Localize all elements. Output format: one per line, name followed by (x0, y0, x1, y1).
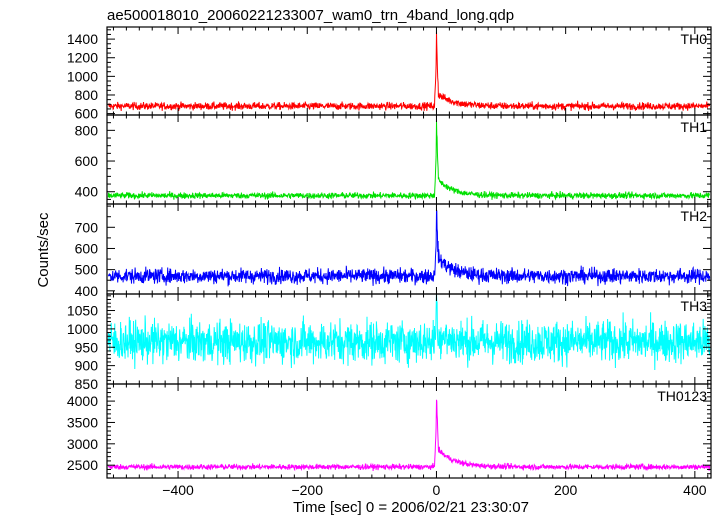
y-tick-label: 4000 (67, 393, 98, 409)
y-axis-label: Counts/sec (35, 212, 52, 288)
series-label-th3: TH3 (681, 298, 708, 314)
y-tick-label: 3500 (67, 414, 98, 430)
panel-th0123: 2500 3000 3500 4000 TH0123 (67, 383, 712, 479)
series-label-th1: TH1 (681, 119, 708, 135)
x-axis-label: Time [sec] 0 = 2006/02/21 23:30:07 (293, 499, 529, 516)
panel-th1: 400 600 800 TH1 (75, 114, 712, 205)
y-tick-label: 1000 (67, 68, 98, 84)
y-tick-label: 800 (75, 87, 99, 103)
series-label-th0: TH0 (681, 31, 708, 47)
x-tick-label: −400 (162, 482, 194, 498)
y-tick-label: 2500 (67, 457, 98, 473)
panel-th3: 850 900 950 1000 1050 TH3 (67, 293, 712, 392)
series-line-th2 (107, 208, 711, 287)
y-tick-label: 1400 (67, 31, 98, 47)
y-tick-label: 600 (75, 153, 99, 169)
y-tick-label: 800 (75, 122, 99, 138)
panel-th2: 400 500 600 700 TH2 (75, 203, 712, 299)
y-tick-label: 3000 (67, 436, 98, 452)
y-tick-label: 950 (75, 339, 99, 355)
panel-frame (106, 26, 712, 116)
x-tick-label: 0 (433, 482, 441, 498)
series-line-th3 (107, 294, 711, 371)
panel-th0: 600 800 1000 1200 1400 TH0 (67, 26, 712, 122)
x-tick-label: 400 (683, 482, 707, 498)
series-line-th0123 (107, 399, 711, 472)
y-tick-label: 1200 (67, 50, 98, 66)
y-tick-label: 1050 (67, 303, 98, 319)
y-tick-label: 500 (75, 262, 99, 278)
y-tick-label: 700 (75, 219, 99, 235)
y-tick-label: 600 (75, 106, 99, 122)
y-tick-label: 600 (75, 240, 99, 256)
y-tick-label: 400 (75, 184, 99, 200)
x-tick-label: 200 (554, 482, 578, 498)
series-line-th0 (107, 31, 711, 112)
series-label-th2: TH2 (681, 208, 708, 224)
x-axis: −400 −200 0 200 400 (162, 482, 706, 498)
series-line-th1 (107, 120, 711, 201)
chart-title: ae500018010_20060221233007_wam0_trn_4ban… (107, 7, 514, 24)
y-tick-label: 900 (75, 358, 99, 374)
y-tick-label: 400 (75, 283, 99, 299)
series-label-th0123: TH0123 (657, 388, 707, 404)
y-tick-label: 850 (75, 376, 99, 392)
y-tick-label: 1000 (67, 321, 98, 337)
x-tick-label: −200 (291, 482, 323, 498)
panel-frame (106, 114, 712, 205)
